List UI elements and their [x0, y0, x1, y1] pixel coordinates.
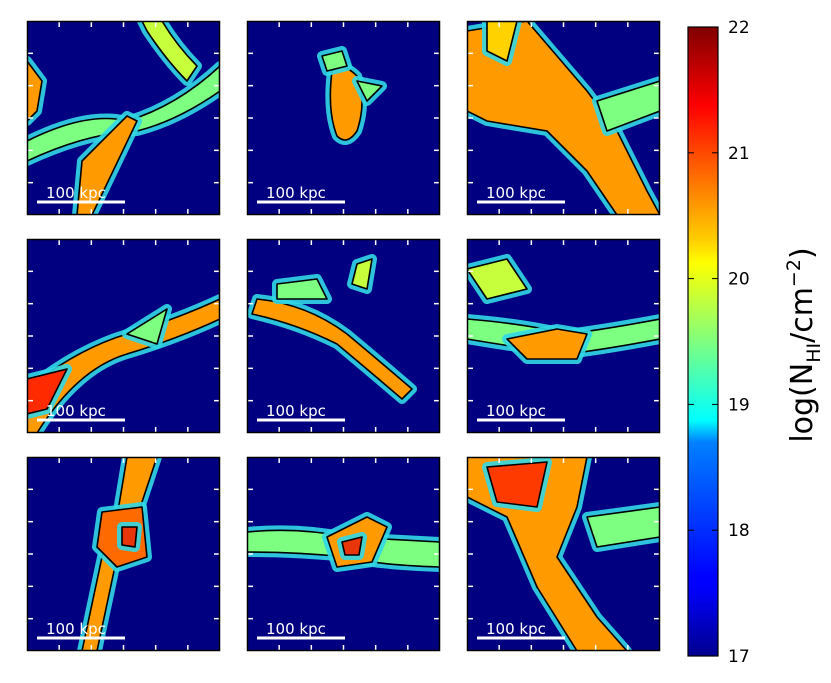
hi-filament — [27, 368, 68, 415]
panel-frame — [26, 238, 221, 434]
panel-map — [467, 21, 660, 215]
hi-filament — [596, 80, 660, 132]
panel-7: 100 kpc — [26, 456, 221, 652]
colorbar-tick-label: 22 — [728, 18, 750, 38]
hi-filament — [467, 258, 528, 300]
panel-frame — [466, 20, 661, 216]
scale-bar-label: 100 kpc — [486, 402, 546, 420]
scale-bar-label: 100 kpc — [486, 184, 546, 202]
panel-2: 100 kpc — [246, 20, 441, 216]
panel-8: 100 kpc — [246, 456, 441, 652]
hi-filament — [321, 50, 348, 72]
panel-map — [77, 457, 162, 651]
colorbar-tick-label: 21 — [728, 144, 750, 164]
panel-map — [247, 254, 417, 404]
colorbar-tick-label: 18 — [728, 521, 750, 541]
scale-bar-label: 100 kpc — [266, 402, 326, 420]
hi-filament — [356, 80, 383, 102]
hi-filament — [141, 21, 198, 82]
panel-frame — [26, 456, 221, 652]
panel-map — [247, 512, 440, 572]
panel-map — [467, 254, 660, 364]
panel-5: 100 kpc — [246, 238, 441, 434]
panel-map — [27, 21, 220, 215]
scale-bar-label: 100 kpc — [46, 184, 106, 202]
panel-map — [317, 46, 387, 145]
hi-filament — [27, 60, 43, 122]
colorbar-frame — [687, 26, 719, 657]
panel-4: 100 kpc — [26, 238, 221, 434]
panel-frame — [246, 20, 441, 216]
panel-frame — [246, 238, 441, 434]
panel-frame — [246, 456, 441, 652]
panel-3: 100 kpc — [466, 20, 661, 216]
colorbar-tick-label: 20 — [728, 270, 750, 290]
hi-filament — [506, 328, 588, 360]
colorbar-tick-label: 19 — [728, 395, 750, 415]
scale-bar-label: 100 kpc — [46, 402, 106, 420]
panel-1: 100 kpc — [26, 20, 221, 216]
hi-filament — [486, 21, 518, 62]
hi-filament — [121, 526, 138, 548]
hi-filament — [251, 298, 413, 400]
colorbar-axis-label: log(NHI/cm−2) — [783, 247, 825, 442]
hi-filament — [27, 65, 220, 162]
panel-frame — [466, 456, 661, 652]
panel-9: 100 kpc — [466, 456, 661, 652]
scale-bar-label: 100 kpc — [46, 620, 106, 638]
panel-frame — [466, 238, 661, 434]
hi-filament — [467, 21, 660, 215]
colorbar-tick-label: 17 — [728, 647, 750, 667]
hi-filament — [586, 506, 660, 548]
hi-filament — [76, 115, 138, 215]
colorbar: 17 18 19 20 21 22 log(NHI/cm−2) — [687, 18, 825, 667]
colorbar-gradient — [688, 27, 718, 656]
hi-filament — [341, 536, 363, 556]
hi-filament — [351, 258, 373, 290]
hi-filament — [276, 278, 328, 300]
hi-filament — [486, 461, 548, 508]
scale-bar-label: 100 kpc — [266, 184, 326, 202]
panel-6: 100 kpc — [466, 238, 661, 434]
panels-layer: 100 kpc 100 kpc 100 kpc 100 kpc 100 kpc 100 k… — [26, 20, 661, 652]
scale-bar-label: 100 kpc — [486, 620, 546, 638]
hi-filament — [126, 308, 168, 345]
panel-map — [467, 457, 660, 651]
scale-bar-label: 100 kpc — [266, 620, 326, 638]
panel-frame — [26, 20, 221, 216]
